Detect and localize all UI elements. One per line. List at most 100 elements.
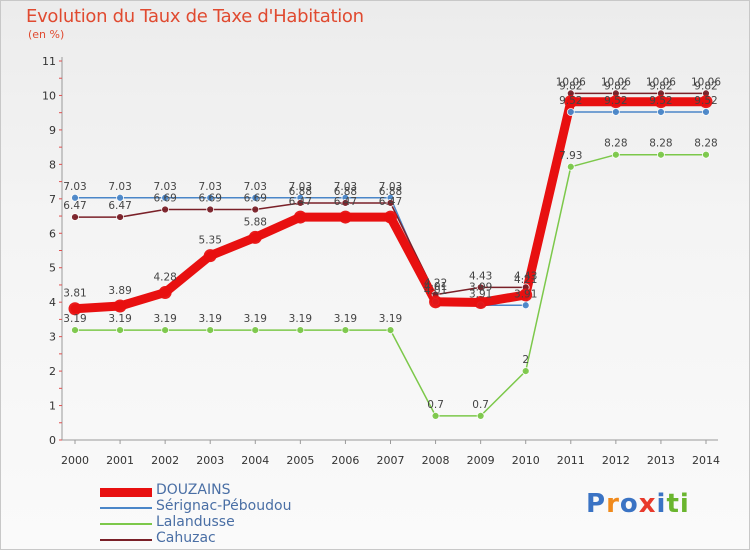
- data-label-serignac-peboudou: 7.03: [108, 181, 131, 193]
- data-point-douzains: [158, 286, 172, 300]
- data-point-cahuzac: [161, 205, 170, 214]
- y-tick-label: 0: [49, 434, 56, 447]
- legend-label: Lalandusse: [156, 514, 235, 530]
- data-label-douzains: 3.99: [469, 282, 492, 294]
- data-label-lalandusse: 3.19: [108, 313, 131, 325]
- data-point-douzains: [474, 296, 488, 310]
- x-tick-label: 2011: [557, 454, 585, 467]
- data-label-douzains: 3.89: [108, 285, 131, 297]
- data-point-cahuzac: [341, 199, 350, 207]
- data-point-douzains: [113, 299, 127, 313]
- data-label-lalandusse: 8.28: [649, 138, 672, 150]
- x-tick-label: 2003: [196, 454, 224, 467]
- data-label-douzains: 5.35: [199, 235, 222, 247]
- data-label-cahuzac: 6.88: [334, 186, 357, 198]
- data-label-serignac-peboudou: 7.03: [289, 181, 312, 193]
- data-label-cahuzac: 10.06: [556, 76, 586, 88]
- data-point-serignac-peboudou: [116, 193, 124, 202]
- y-tick-label: 5: [49, 262, 56, 275]
- data-point-douzains: [609, 95, 623, 109]
- data-label-serignac-peboudou: 9.52: [694, 95, 717, 107]
- data-point-serignac-peboudou: [657, 108, 665, 116]
- data-label-douzains: 4.21: [514, 274, 537, 286]
- x-tick-label: 2014: [692, 454, 720, 467]
- data-point-lalandusse: [702, 150, 710, 159]
- legend-swatch: [100, 523, 152, 525]
- data-label-lalandusse: 0.7: [427, 399, 444, 411]
- x-tick-label: 2013: [647, 454, 675, 467]
- data-point-douzains: [248, 230, 262, 244]
- logo-letter: i: [679, 489, 690, 519]
- logo-letter: o: [619, 489, 639, 519]
- data-label-cahuzac: 4.43: [469, 270, 492, 282]
- data-label-serignac-peboudou: 3.91: [514, 288, 537, 300]
- data-label-cahuzac: 6.47: [108, 200, 131, 212]
- chart-unit: (en %): [28, 28, 65, 41]
- logo-letter: i: [656, 489, 667, 519]
- data-point-serignac-peboudou: [521, 301, 530, 310]
- data-label-douzains: 3.81: [63, 288, 86, 300]
- data-point-serignac-peboudou: [251, 193, 260, 202]
- x-tick-label: 2007: [377, 454, 405, 467]
- x-tick-label: 2008: [422, 454, 450, 467]
- y-tick-label: 7: [49, 193, 56, 206]
- data-point-douzains: [429, 295, 443, 309]
- data-label-douzains: 9.82: [604, 81, 627, 93]
- data-point-douzains: [384, 210, 397, 224]
- legend-label: Cahuzac: [156, 530, 216, 546]
- data-point-lalandusse: [566, 162, 575, 171]
- data-point-lalandusse: [431, 411, 440, 420]
- data-point-douzains: [293, 210, 307, 224]
- data-label-cahuzac: 4.43: [514, 270, 537, 282]
- data-point-douzains: [699, 95, 713, 109]
- data-point-serignac-peboudou: [611, 108, 620, 116]
- x-tick-label: 2000: [61, 454, 89, 467]
- data-point-lalandusse: [206, 326, 215, 334]
- data-label-cahuzac: 6.69: [153, 192, 176, 204]
- legend-swatch: [100, 539, 152, 541]
- data-point-lalandusse: [476, 411, 485, 420]
- y-tick-label: 9: [49, 124, 56, 137]
- logo-letter: r: [606, 489, 620, 519]
- data-point-lalandusse: [611, 150, 620, 159]
- data-label-cahuzac: 10.06: [646, 76, 676, 88]
- data-label-lalandusse: 3.19: [63, 313, 86, 325]
- data-point-douzains: [519, 288, 533, 302]
- data-point-serignac-peboudou: [702, 108, 710, 116]
- y-tick-label: 8: [49, 158, 56, 171]
- data-point-serignac-peboudou: [206, 193, 215, 202]
- data-point-lalandusse: [161, 326, 170, 334]
- data-label-douzains: 4.28: [153, 272, 176, 284]
- data-point-lalandusse: [521, 367, 530, 375]
- data-label-serignac-peboudou: 9.52: [604, 95, 627, 107]
- data-label-lalandusse: 8.28: [604, 138, 627, 150]
- logo-letter: t: [666, 489, 680, 519]
- logo-letter: P: [586, 489, 607, 519]
- logo-letter: x: [638, 489, 657, 519]
- data-point-lalandusse: [657, 150, 665, 159]
- x-tick-label: 2004: [241, 454, 269, 467]
- x-tick-label: 2010: [512, 454, 540, 467]
- data-label-lalandusse: 7.93: [559, 150, 582, 162]
- data-point-serignac-peboudou: [71, 193, 79, 202]
- data-label-lalandusse: 3.19: [289, 313, 312, 325]
- data-point-lalandusse: [386, 326, 395, 334]
- series-points: [68, 89, 713, 420]
- data-label-serignac-peboudou: 9.52: [559, 95, 582, 107]
- legend-label: DOUZAINS: [156, 482, 231, 498]
- y-tick-label: 3: [49, 331, 56, 344]
- data-label-serignac-peboudou: 7.03: [153, 181, 176, 193]
- data-label-lalandusse: 2: [522, 354, 529, 366]
- data-point-lalandusse: [116, 326, 124, 334]
- data-label-serignac-peboudou: 7.03: [244, 181, 267, 193]
- data-label-douzains: 5.88: [244, 216, 267, 228]
- y-tick-label: 10: [42, 89, 56, 102]
- proxiti-logo: Proxiti: [586, 489, 690, 519]
- series-labels: 3.19 3.19 3.19 3.19 3.19 3.19 3.19 3.19 0.7 0.7 2 7…: [63, 76, 721, 410]
- data-label-serignac-peboudou: 7.03: [379, 181, 402, 193]
- data-label-cahuzac: 6.88: [379, 186, 402, 198]
- data-label-lalandusse: 8.28: [694, 138, 717, 150]
- data-point-lalandusse: [71, 326, 79, 334]
